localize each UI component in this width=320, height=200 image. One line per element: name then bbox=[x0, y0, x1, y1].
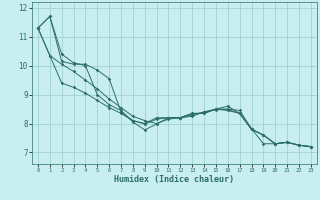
X-axis label: Humidex (Indice chaleur): Humidex (Indice chaleur) bbox=[115, 175, 234, 184]
